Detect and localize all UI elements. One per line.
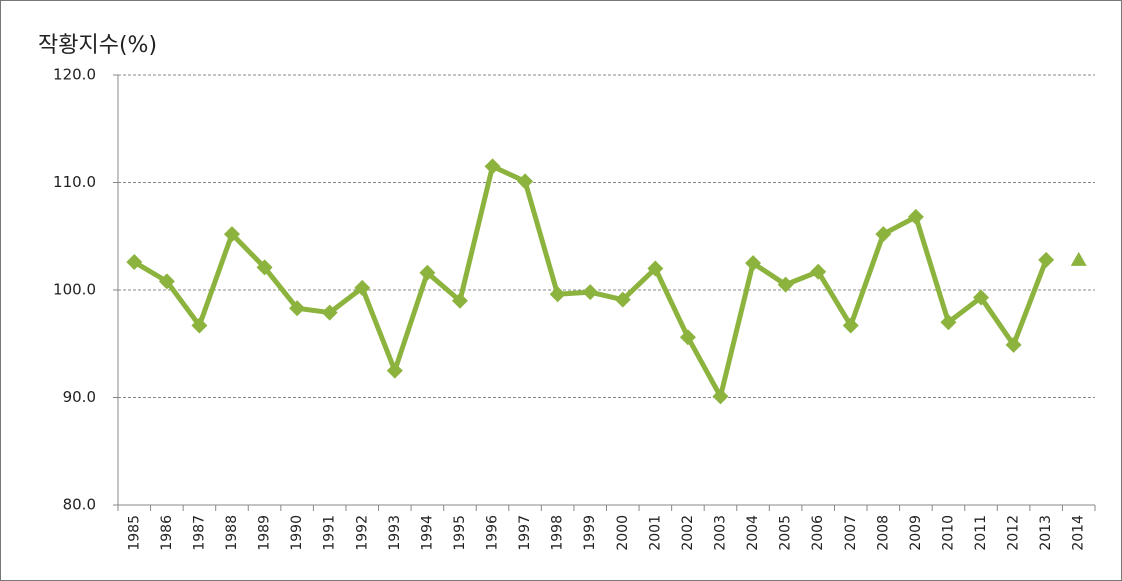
diamond-marker (875, 226, 892, 243)
x-tick-label: 1988 (224, 515, 240, 551)
diamond-marker (745, 255, 762, 272)
diamond-marker (386, 362, 403, 379)
diamond-marker (907, 208, 924, 225)
x-tick-label: 2005 (778, 515, 794, 551)
x-tick-label: 2012 (1006, 515, 1022, 551)
x-tick-label: 1986 (159, 515, 175, 551)
x-tick-label: 1991 (322, 515, 338, 551)
diamond-marker (777, 276, 794, 293)
x-tick-label: 2007 (843, 515, 859, 551)
diamond-marker (679, 329, 696, 346)
x-tick-label: 1996 (485, 515, 501, 551)
diamond-marker (191, 317, 208, 334)
x-tick-label: 1992 (354, 515, 370, 551)
x-tick-label: 1997 (517, 515, 533, 551)
diamond-marker (842, 317, 859, 334)
x-tick-label: 1995 (452, 515, 468, 551)
diamond-marker (158, 273, 175, 290)
triangle-marker (1070, 251, 1087, 266)
diamond-marker (354, 279, 371, 296)
y-tick-label: 80.0 (63, 496, 96, 514)
x-tick-label: 1985 (126, 515, 142, 551)
diamond-marker (712, 388, 729, 405)
x-tick-label: 1993 (387, 515, 403, 551)
diamond-marker (1038, 251, 1055, 268)
x-tick-label: 2006 (810, 515, 826, 551)
diamond-marker (451, 292, 468, 309)
y-tick-label: 120.0 (53, 66, 96, 84)
x-tick-label: 2000 (615, 515, 631, 551)
x-tick-label: 2008 (875, 515, 891, 551)
diamond-marker (614, 291, 631, 308)
diamond-marker (810, 263, 827, 280)
x-tick-label: 2010 (940, 515, 956, 551)
x-tick-label: 2003 (712, 515, 728, 551)
diamond-marker (940, 314, 957, 331)
x-tick-label: 2011 (973, 515, 989, 551)
diamond-marker (517, 173, 534, 190)
diamond-marker (223, 226, 240, 243)
diamond-marker (647, 260, 664, 277)
x-tick-label: 2009 (908, 515, 924, 551)
x-tick-label: 1999 (582, 515, 598, 551)
x-tick-label: 1989 (257, 515, 273, 551)
y-tick-label: 100.0 (53, 281, 96, 299)
x-tick-label: 1990 (289, 515, 305, 551)
diamond-marker (484, 158, 501, 175)
x-tick-label: 1998 (550, 515, 566, 551)
diamond-marker (126, 254, 143, 271)
x-tick-label: 2004 (745, 515, 761, 551)
diamond-marker (289, 300, 306, 317)
x-tick-label: 2014 (1071, 515, 1087, 551)
x-tick-label: 2001 (647, 515, 663, 551)
x-tick-label: 2013 (1038, 515, 1054, 551)
diamond-marker (582, 284, 599, 301)
y-tick-label: 110.0 (53, 173, 96, 191)
diamond-marker (1005, 336, 1022, 353)
diamond-marker (973, 289, 990, 306)
x-tick-label: 2002 (680, 515, 696, 551)
y-axis-title: 작황지수(%) (38, 33, 157, 58)
x-tick-label: 1994 (419, 515, 435, 551)
diamond-marker (321, 304, 338, 321)
diamond-marker (419, 264, 436, 281)
diamond-marker (549, 286, 566, 303)
y-tick-label: 90.0 (63, 388, 96, 406)
diamond-marker (256, 259, 273, 276)
x-tick-label: 1987 (191, 515, 207, 551)
